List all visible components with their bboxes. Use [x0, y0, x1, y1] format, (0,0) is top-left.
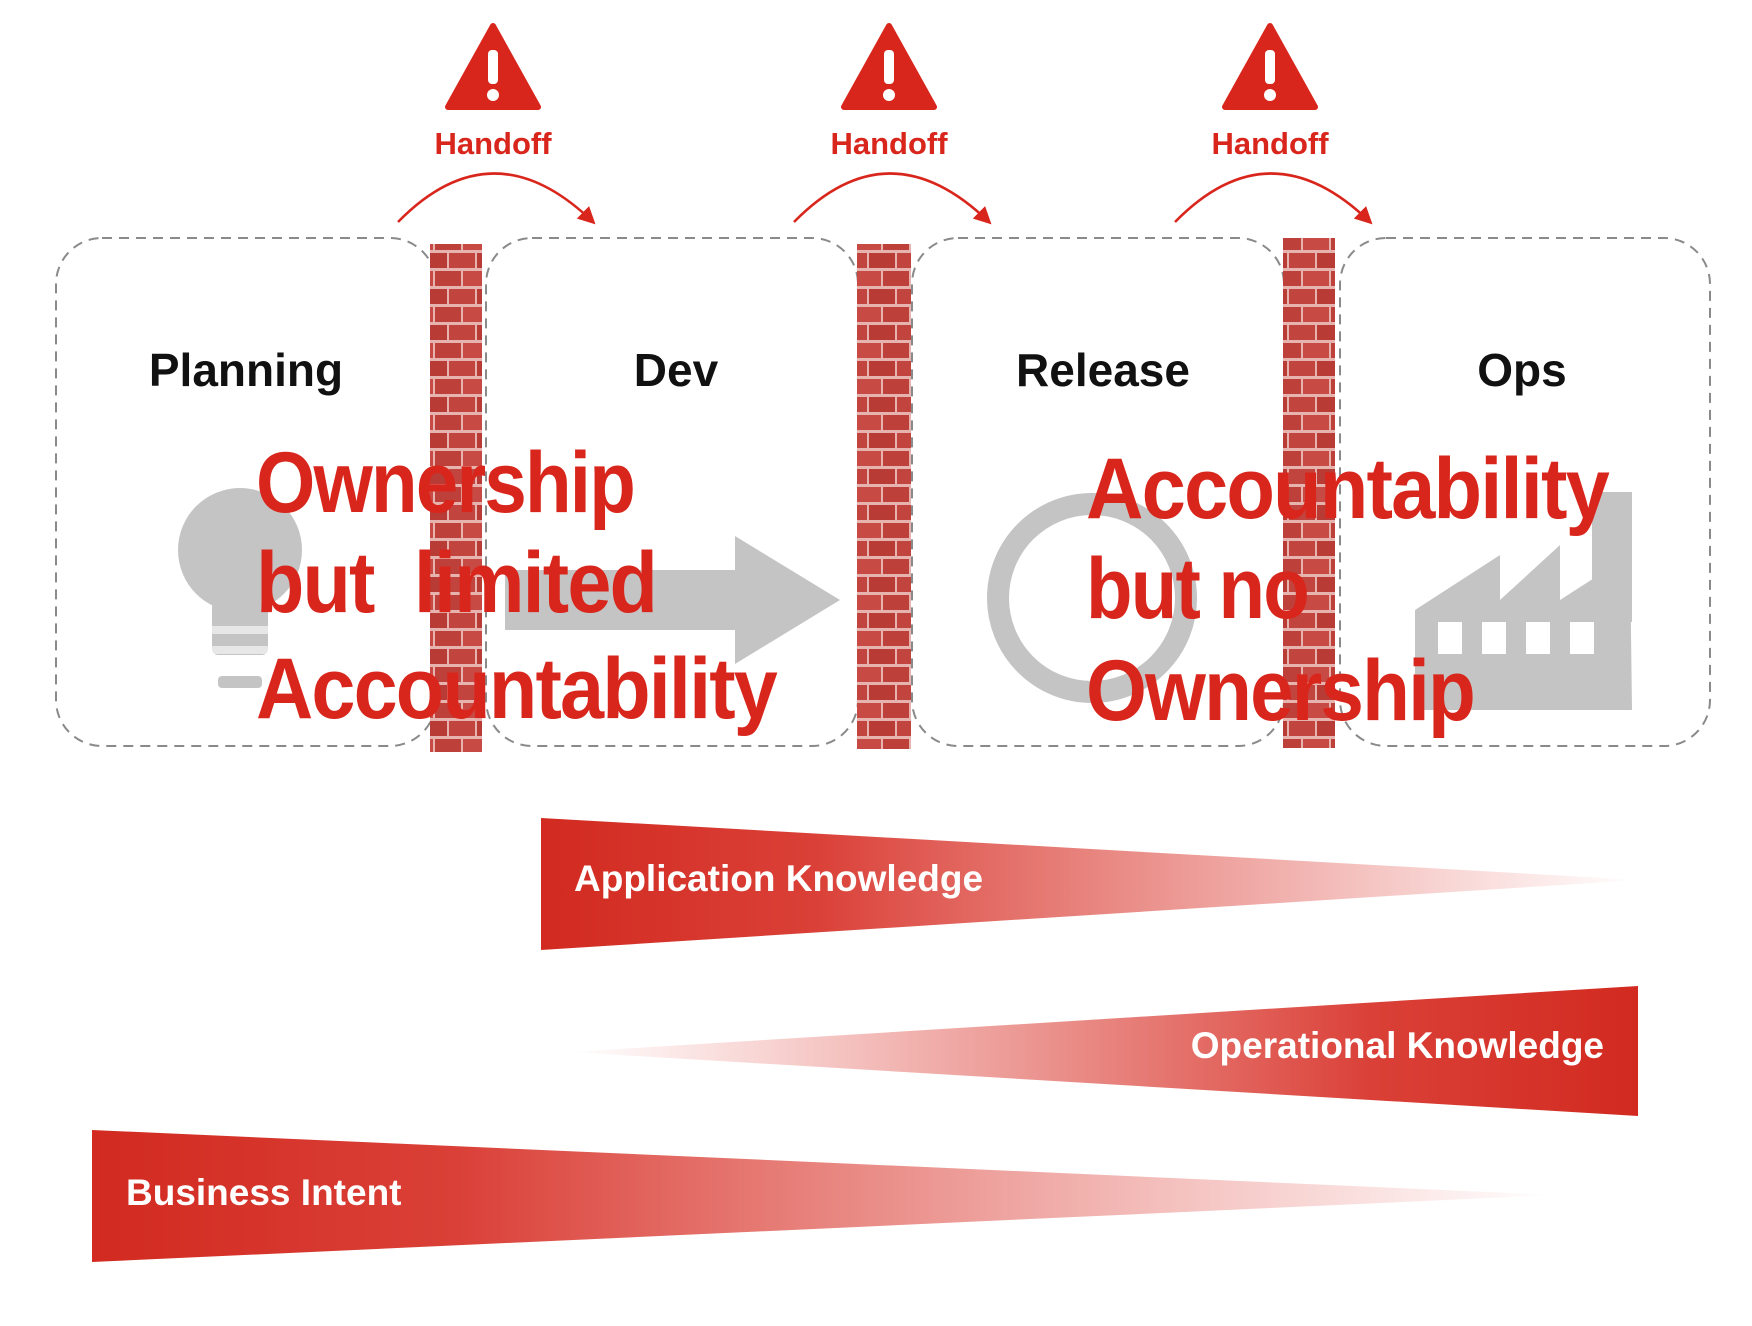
brick-wall-icon [430, 244, 482, 752]
handoff-label: Handoff [830, 126, 948, 161]
knowledge-bars: Application Knowledge Operational Knowled… [92, 818, 1640, 1262]
warning-icon [445, 23, 541, 110]
knowledge-bar-label: Application Knowledge [574, 858, 983, 899]
factory-icon [1415, 492, 1632, 710]
stage-labels: Planning Dev Release Ops [149, 344, 1567, 396]
callout-left-line-1: Ownership [256, 435, 634, 531]
warning-icon [1222, 23, 1318, 110]
handoff-arrow [397, 172, 596, 225]
handoff-3: Handoff [1174, 23, 1373, 225]
stage-box-ops [1339, 237, 1711, 747]
brick-wall-icon [857, 244, 911, 749]
knowledge-wedge [541, 818, 1640, 950]
callout-right-line-1: Accountability [1086, 441, 1610, 537]
callout-right-line-2: but no [1086, 541, 1308, 637]
knowledge-wedge [570, 986, 1638, 1116]
stage-label-ops: Ops [1477, 344, 1566, 396]
knowledge-bar-operational-knowledge: Operational Knowledge [570, 986, 1638, 1116]
handoffs: Handoff Handoff Handoff [397, 23, 1373, 225]
knowledge-bar-label: Business Intent [126, 1172, 402, 1213]
handoff-label: Handoff [1211, 126, 1329, 161]
stage-label-release: Release [1016, 344, 1190, 396]
lightbulb-icon [178, 488, 302, 688]
knowledge-bar-application-knowledge: Application Knowledge [541, 818, 1640, 950]
cycle-ring-icon [987, 493, 1197, 703]
knowledge-bar-label: Operational Knowledge [1191, 1025, 1604, 1066]
warning-icon [841, 23, 937, 110]
knowledge-wedge [92, 1130, 1555, 1262]
callout-left-line-3: Accountability [256, 641, 778, 737]
arrow-right-icon [505, 536, 840, 664]
stage-label-dev: Dev [634, 344, 719, 396]
stage-box-dev [485, 237, 859, 747]
callout-left-line-2: but limited [256, 535, 656, 631]
stage-label-planning: Planning [149, 344, 343, 396]
knowledge-bar-business-intent: Business Intent [92, 1130, 1555, 1262]
handoff-arrow [793, 172, 992, 225]
walls [430, 238, 1335, 752]
stage-box-release [911, 237, 1285, 747]
handoff-label: Handoff [434, 126, 552, 161]
handoff-arrow [1174, 172, 1373, 225]
handoff-1: Handoff [397, 23, 596, 225]
callout-right-line-3: Ownership [1086, 643, 1474, 739]
handoff-2: Handoff [793, 23, 992, 225]
brick-wall-icon [1283, 238, 1335, 748]
